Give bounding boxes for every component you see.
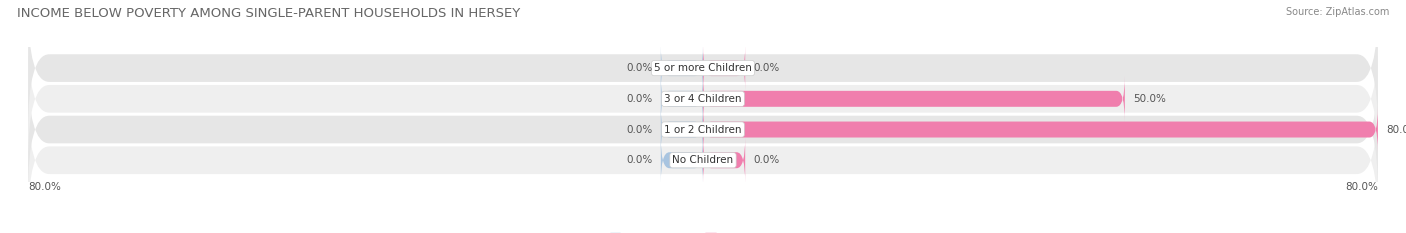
FancyBboxPatch shape [703, 45, 745, 91]
FancyBboxPatch shape [661, 45, 703, 91]
Text: 3 or 4 Children: 3 or 4 Children [664, 94, 742, 104]
FancyBboxPatch shape [28, 97, 1378, 223]
Text: No Children: No Children [672, 155, 734, 165]
FancyBboxPatch shape [703, 76, 1125, 122]
Text: 0.0%: 0.0% [754, 155, 780, 165]
Legend: Single Father, Single Mother: Single Father, Single Mother [606, 229, 800, 233]
Text: 80.0%: 80.0% [28, 182, 60, 192]
Text: 0.0%: 0.0% [626, 155, 652, 165]
Text: 1 or 2 Children: 1 or 2 Children [664, 124, 742, 134]
Text: 80.0%: 80.0% [1346, 182, 1378, 192]
Text: INCOME BELOW POVERTY AMONG SINGLE-PARENT HOUSEHOLDS IN HERSEY: INCOME BELOW POVERTY AMONG SINGLE-PARENT… [17, 7, 520, 20]
FancyBboxPatch shape [661, 137, 703, 183]
FancyBboxPatch shape [28, 67, 1378, 192]
Text: 0.0%: 0.0% [626, 63, 652, 73]
Text: 0.0%: 0.0% [626, 124, 652, 134]
FancyBboxPatch shape [28, 36, 1378, 162]
Text: 5 or more Children: 5 or more Children [654, 63, 752, 73]
Text: 0.0%: 0.0% [626, 94, 652, 104]
Text: 0.0%: 0.0% [754, 63, 780, 73]
Text: Source: ZipAtlas.com: Source: ZipAtlas.com [1285, 7, 1389, 17]
Text: 50.0%: 50.0% [1133, 94, 1166, 104]
FancyBboxPatch shape [28, 5, 1378, 131]
FancyBboxPatch shape [661, 76, 703, 122]
FancyBboxPatch shape [703, 137, 745, 183]
Text: 80.0%: 80.0% [1386, 124, 1406, 134]
FancyBboxPatch shape [661, 107, 703, 152]
FancyBboxPatch shape [703, 107, 1378, 152]
